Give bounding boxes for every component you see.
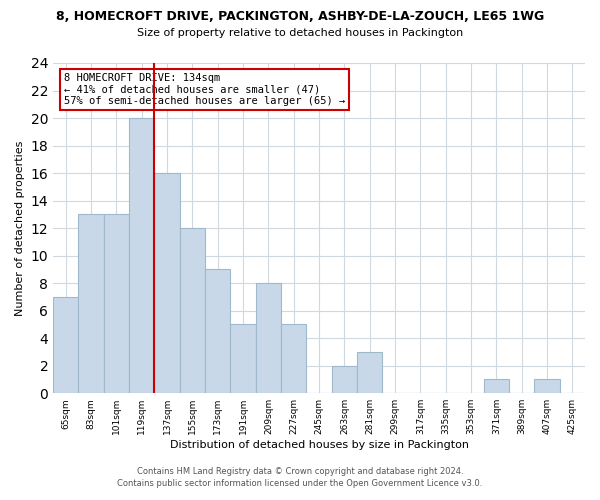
Bar	[129, 118, 154, 393]
Bar	[332, 366, 357, 393]
Bar	[357, 352, 382, 393]
Text: Size of property relative to detached houses in Packington: Size of property relative to detached ho…	[137, 28, 463, 38]
Bar	[53, 297, 79, 393]
Bar	[230, 324, 256, 393]
Text: 8, HOMECROFT DRIVE, PACKINGTON, ASHBY-DE-LA-ZOUCH, LE65 1WG: 8, HOMECROFT DRIVE, PACKINGTON, ASHBY-DE…	[56, 10, 544, 23]
Text: Contains public sector information licensed under the Open Government Licence v3: Contains public sector information licen…	[118, 478, 482, 488]
Text: 8 HOMECROFT DRIVE: 134sqm
← 41% of detached houses are smaller (47)
57% of semi-: 8 HOMECROFT DRIVE: 134sqm ← 41% of detac…	[64, 73, 345, 106]
X-axis label: Distribution of detached houses by size in Packington: Distribution of detached houses by size …	[170, 440, 469, 450]
Bar	[79, 214, 104, 393]
Text: Contains HM Land Registry data © Crown copyright and database right 2024.: Contains HM Land Registry data © Crown c…	[137, 467, 463, 476]
Bar	[256, 283, 281, 393]
Bar	[281, 324, 307, 393]
Bar	[154, 173, 180, 393]
Y-axis label: Number of detached properties: Number of detached properties	[15, 140, 25, 316]
Bar	[205, 270, 230, 393]
Bar	[535, 380, 560, 393]
Bar	[104, 214, 129, 393]
Bar	[180, 228, 205, 393]
Bar	[484, 380, 509, 393]
